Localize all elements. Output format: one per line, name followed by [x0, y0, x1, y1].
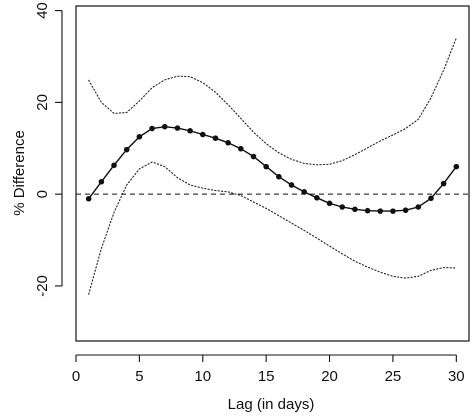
estimate-point: [440, 180, 447, 187]
estimate-point: [149, 125, 155, 132]
estimate-point: [136, 133, 143, 140]
x-tick-label: 25: [385, 368, 402, 385]
estimate-point: [85, 195, 92, 202]
lower-confidence-line: [88, 161, 457, 295]
estimate-point: [187, 128, 193, 134]
estimate-point: [415, 204, 422, 210]
x-tick-label: 20: [321, 368, 338, 385]
estimate-point: [301, 189, 307, 195]
chart-marks: 0 5 10 15 20 25 30 -20 0 20 40: [34, 2, 469, 385]
estimate-point: [390, 208, 396, 214]
y-tick-label: 0: [34, 190, 51, 198]
estimate-point: [276, 173, 282, 180]
x-tick-label: 5: [135, 368, 143, 385]
estimate-point: [250, 153, 257, 160]
x-tick-label: 30: [448, 368, 465, 385]
estimate-point: [377, 208, 384, 214]
estimate-point: [428, 195, 434, 202]
estimate-point: [263, 163, 269, 170]
estimate-point: [212, 135, 219, 141]
x-tick-label: 0: [72, 368, 80, 385]
y-axis-title: % Difference: [11, 130, 28, 216]
plot-frame: [75, 5, 470, 342]
estimate-point: [238, 145, 244, 152]
estimate-point: [364, 207, 371, 214]
estimate-line: [88, 125, 457, 212]
estimate-point: [199, 131, 206, 138]
estimate-point: [98, 178, 105, 185]
estimate-point: [161, 123, 168, 130]
estimate-point: [402, 207, 409, 214]
estimate-point: [225, 139, 231, 146]
x-tick-label: 10: [194, 368, 211, 385]
estimate-point: [123, 146, 130, 153]
y-tick-label: 40: [34, 2, 51, 19]
estimate-point: [174, 125, 181, 131]
estimate-point: [352, 206, 358, 213]
x-axis-title: Lag (in days): [228, 396, 315, 413]
y-tick-label: -20: [34, 275, 51, 297]
x-tick-label: 15: [258, 368, 275, 385]
estimate-point: [111, 162, 117, 169]
estimate-point: [288, 182, 295, 188]
estimate-point: [339, 204, 346, 210]
y-tick-label: 20: [34, 94, 51, 111]
estimate-point: [453, 163, 460, 170]
estimate-point: [314, 195, 320, 201]
upper-confidence-line: [88, 37, 457, 166]
estimate-point: [326, 200, 333, 207]
